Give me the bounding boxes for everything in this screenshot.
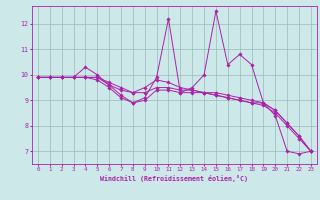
X-axis label: Windchill (Refroidissement éolien,°C): Windchill (Refroidissement éolien,°C) xyxy=(100,175,248,182)
